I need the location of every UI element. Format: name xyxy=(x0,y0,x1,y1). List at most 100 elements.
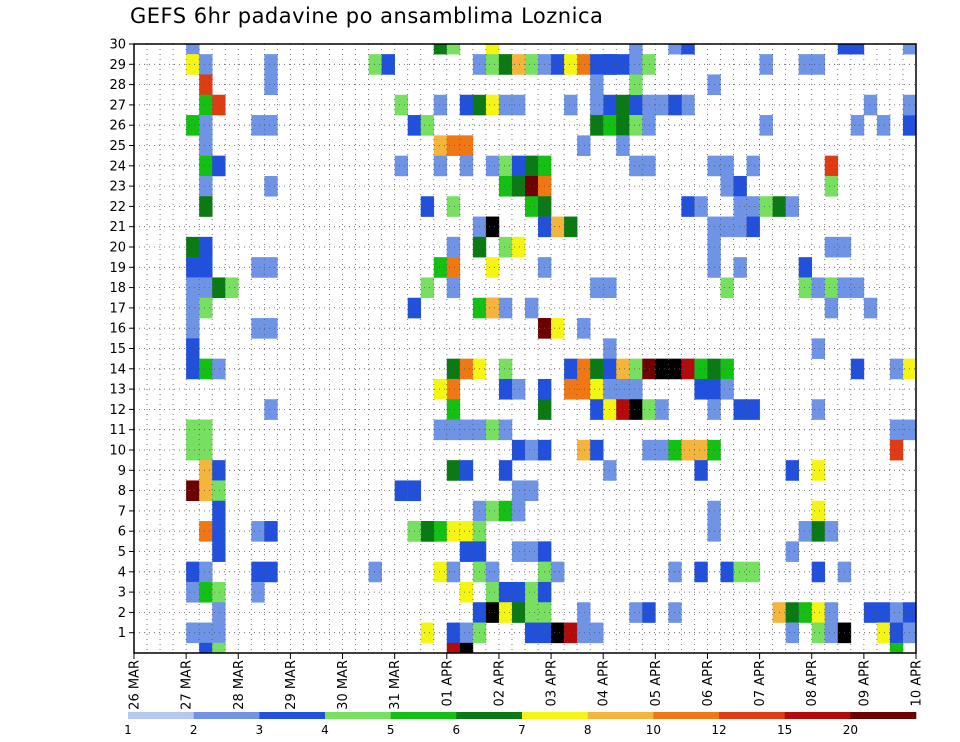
y-tick-label: 25 xyxy=(109,139,126,154)
x-tick-label: 31 MAR xyxy=(388,660,403,710)
precip-cell xyxy=(251,561,265,583)
precip-cell xyxy=(681,94,695,116)
precip-cell xyxy=(811,54,826,75)
precip-cell xyxy=(511,175,526,197)
grid-lines xyxy=(134,43,916,653)
precip-cell xyxy=(433,257,448,278)
precip-cell xyxy=(459,541,474,562)
precip-cell xyxy=(720,358,734,380)
precip-cell xyxy=(212,521,226,542)
precip-cell xyxy=(616,94,630,116)
precip-cell xyxy=(199,155,213,177)
precip-cell xyxy=(459,642,474,654)
x-axis: 26 MAR 27 MAR 28 MAR 29 MAR 30 MAR 31 MAR 01 A… xyxy=(128,653,925,710)
precip-cell xyxy=(642,439,656,461)
precip-cell xyxy=(629,74,643,96)
precip-cell xyxy=(616,115,630,136)
precip-cell xyxy=(485,44,500,55)
precip-cell xyxy=(498,419,513,441)
x-tick-label: 07 APR xyxy=(753,660,768,706)
y-tick-label: 8 xyxy=(118,484,126,499)
precip-cell xyxy=(212,602,226,623)
y-tick-label: 1 xyxy=(118,626,126,641)
precip-cell xyxy=(498,297,513,319)
precip-cell xyxy=(251,115,265,136)
precip-cell xyxy=(642,94,656,116)
precip-cell xyxy=(264,54,278,75)
precip-cell xyxy=(629,115,643,136)
precip-cell xyxy=(433,378,448,400)
precip-cell xyxy=(485,500,500,522)
precip-cell xyxy=(199,521,213,542)
precip-cell xyxy=(577,439,591,461)
precip-cell xyxy=(511,500,526,522)
precip-cell xyxy=(889,642,904,654)
precip-cell xyxy=(824,236,839,258)
precip-cell xyxy=(251,581,265,603)
precip-cell xyxy=(186,277,200,299)
precip-cell xyxy=(446,277,461,299)
precip-cell xyxy=(811,277,826,299)
precip-cell xyxy=(629,54,643,75)
precip-cell xyxy=(212,480,226,502)
precip-cell xyxy=(186,358,200,380)
y-tick-label: 7 xyxy=(118,504,126,519)
x-tick-label: 08 APR xyxy=(805,660,820,706)
precip-cell xyxy=(511,480,526,502)
x-tick-label: 09 APR xyxy=(857,660,872,706)
precip-cell xyxy=(902,44,917,55)
precip-cell xyxy=(212,155,226,177)
precip-cell xyxy=(485,54,500,75)
colorbar-label: 1 xyxy=(124,723,132,737)
precip-cell xyxy=(199,115,213,136)
precip-cell xyxy=(616,54,630,75)
precip-cell xyxy=(720,561,734,583)
y-tick-label: 20 xyxy=(109,241,126,256)
precip-cell xyxy=(655,439,669,461)
precip-cell xyxy=(681,196,695,217)
colorbar-swatch xyxy=(522,712,588,719)
precip-cell xyxy=(446,561,461,583)
precip-cell xyxy=(199,358,213,380)
precip-cell xyxy=(811,338,826,359)
heatmap-cells xyxy=(186,44,917,654)
precip-cell xyxy=(498,94,513,116)
precip-cell xyxy=(616,135,630,156)
precip-cell xyxy=(668,602,682,623)
precip-cell xyxy=(564,216,578,238)
y-tick-label: 16 xyxy=(109,322,126,337)
precip-cell xyxy=(199,257,213,278)
precip-cell xyxy=(850,115,865,136)
precip-cell xyxy=(485,155,500,177)
precip-cell xyxy=(199,419,213,441)
precip-cell xyxy=(525,581,539,603)
precip-cell xyxy=(577,622,591,644)
precip-cell xyxy=(433,561,448,583)
precip-cell xyxy=(798,602,813,623)
precip-cell xyxy=(629,358,643,380)
precip-cell xyxy=(511,541,526,562)
precip-cell xyxy=(199,277,213,299)
precip-cell xyxy=(642,54,656,75)
precip-cell xyxy=(668,94,682,116)
colorbar-swatch xyxy=(259,712,326,719)
y-tick-label: 5 xyxy=(118,545,126,560)
precip-cell xyxy=(498,358,513,380)
precip-cell xyxy=(251,521,265,542)
precip-cell xyxy=(446,460,461,481)
precip-cell xyxy=(889,358,904,380)
precip-cell xyxy=(577,358,591,380)
precip-cell xyxy=(733,216,747,238)
precip-cell xyxy=(694,460,708,481)
precip-cell xyxy=(720,216,734,238)
precip-cell xyxy=(746,216,760,238)
precip-cell xyxy=(785,196,799,217)
precip-cell xyxy=(525,541,539,562)
precip-cell xyxy=(212,642,226,654)
precip-cell xyxy=(525,196,539,217)
precip-cell xyxy=(746,155,760,177)
precip-cell xyxy=(446,622,461,644)
precip-cell xyxy=(485,581,500,603)
precip-cell xyxy=(459,460,474,481)
precip-cell xyxy=(629,155,643,177)
